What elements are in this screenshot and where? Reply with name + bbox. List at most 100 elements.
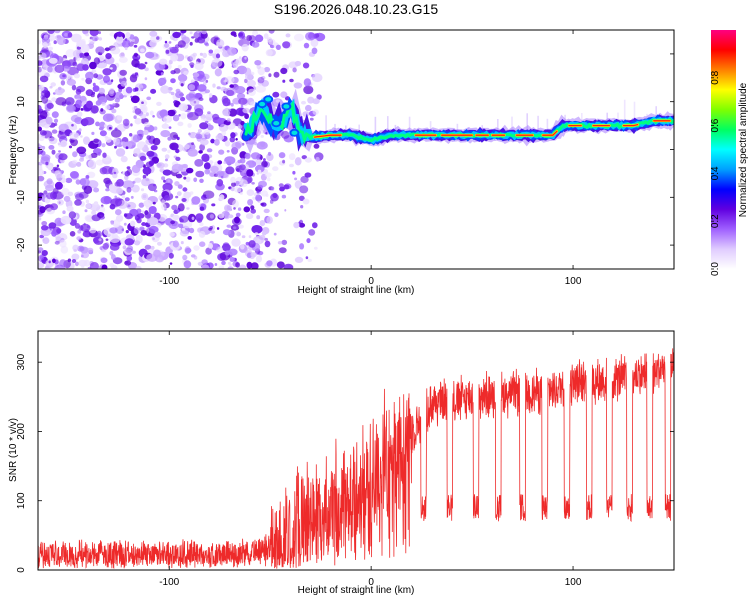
noise-blob: [89, 227, 97, 234]
noise-blob: [51, 97, 57, 102]
noise-blob: [43, 190, 48, 195]
noise-blob: [125, 230, 129, 234]
noise-blob: [91, 131, 95, 135]
colorbar-ticks: 0.0 0.2 0.4 0.6 0.8: [710, 70, 721, 276]
noise-blob: [268, 30, 275, 34]
noise-blob: [205, 42, 209, 47]
noise-blob: [215, 53, 221, 59]
noise-blob: [130, 95, 140, 104]
noise-blob: [222, 110, 231, 117]
noise-blob: [177, 203, 185, 212]
noise-blob: [90, 105, 99, 114]
noise-blob: [144, 61, 148, 65]
noise-blob: [116, 187, 123, 195]
noise-blob: [308, 229, 316, 236]
noise-blob: [168, 46, 173, 50]
noise-blob: [241, 55, 249, 64]
noise-blob: [294, 157, 302, 166]
noise-blob: [227, 266, 234, 269]
noise-blob: [38, 247, 44, 252]
noise-blob: [135, 265, 142, 269]
noise-blob: [133, 52, 139, 57]
noise-blob: [241, 43, 249, 52]
noise-blob: [216, 179, 224, 187]
noise-blob: [83, 185, 93, 194]
noise-blob: [190, 64, 194, 69]
noise-blob: [229, 84, 234, 88]
noise-blob: [251, 225, 263, 234]
noise-blob: [240, 244, 245, 250]
noise-blob: [226, 118, 231, 122]
noise-blob: [80, 108, 84, 111]
noise-blob: [116, 179, 124, 187]
noise-blob: [244, 78, 248, 84]
noise-blob: [298, 195, 305, 201]
noise-blob: [108, 184, 115, 191]
noise-blob: [247, 199, 254, 206]
noise-blob: [45, 161, 49, 166]
snr-panel: -100 0 100 0 100 200 300 Height of straight l…: [8, 330, 675, 596]
noise-blob: [80, 223, 91, 232]
noise-blob: [109, 235, 121, 243]
ridge-streak: [429, 121, 432, 133]
noise-blob: [246, 169, 254, 177]
noise-blob: [198, 97, 204, 102]
noise-blob: [75, 99, 83, 109]
noise-blob: [53, 40, 57, 45]
noise-blob: [39, 110, 48, 120]
ridge-streak: [325, 115, 327, 133]
noise-blob: [240, 120, 245, 126]
noise-blob: [92, 85, 100, 92]
noise-blob: [99, 130, 107, 137]
noise-blob: [86, 216, 93, 221]
noise-blob: [67, 66, 79, 76]
noise-blob: [160, 72, 164, 76]
noise-blob: [301, 155, 307, 160]
noise-blob: [214, 68, 222, 77]
noise-blob: [85, 203, 92, 209]
noise-blob: [267, 151, 272, 156]
noise-blob: [41, 37, 51, 44]
noise-blob: [187, 112, 199, 121]
noise-blob: [234, 216, 240, 224]
noise-blob: [266, 177, 271, 182]
noise-blob: [293, 221, 300, 229]
noise-blob: [168, 91, 172, 94]
noise-blob: [223, 161, 227, 165]
noise-blob: [193, 255, 198, 260]
noise-blob: [91, 35, 99, 42]
noise-blob: [289, 78, 294, 83]
noise-blob: [266, 260, 273, 267]
noise-blob: [274, 212, 279, 218]
noise-blob: [38, 217, 42, 221]
noise-blob: [168, 41, 172, 44]
noise-blob: [38, 60, 43, 66]
noise-blob: [169, 132, 178, 140]
noise-blob: [130, 95, 133, 99]
noise-blob: [302, 198, 310, 205]
noise-blob: [230, 132, 236, 139]
noise-blob: [302, 111, 310, 117]
noise-blob: [41, 225, 49, 231]
noise-blob: [103, 124, 108, 128]
noise-blob: [114, 127, 118, 131]
noise-blob: [208, 49, 214, 54]
noise-blob: [93, 73, 98, 79]
noise-blob: [108, 126, 112, 130]
noise-blob: [207, 124, 214, 131]
noise-blob: [208, 227, 213, 231]
noise-blob: [138, 202, 145, 208]
noise-blob: [148, 206, 157, 214]
noise-blob: [175, 148, 180, 154]
noise-blob: [228, 214, 234, 219]
noise-blob: [112, 167, 119, 176]
noise-blob: [76, 236, 82, 241]
noise-blob: [91, 91, 96, 95]
noise-blob: [41, 95, 49, 104]
noise-blob: [126, 166, 131, 170]
noise-blob: [253, 141, 258, 146]
noise-blob: [60, 215, 72, 225]
noise-blob: [254, 60, 262, 66]
noise-blob: [171, 204, 178, 211]
noise-blob: [218, 265, 225, 269]
